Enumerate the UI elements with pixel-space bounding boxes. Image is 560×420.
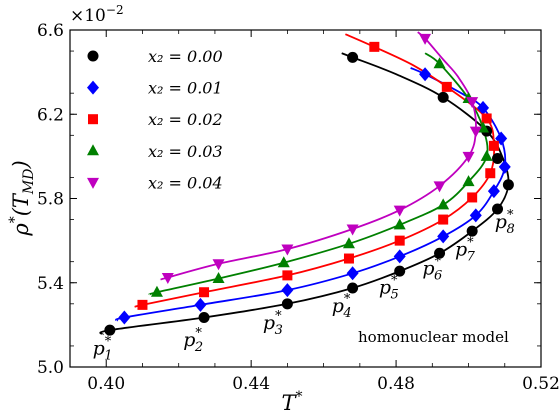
data-point-series-0: [281, 298, 293, 310]
legend-marker-3: [87, 144, 99, 156]
point-label-7: p* 7: [455, 235, 476, 264]
data-point-series-1: [393, 249, 406, 264]
data-point-series-0: [434, 247, 446, 259]
data-point-series-2: [438, 214, 449, 225]
legend-label-0: x₂ = 0.00: [148, 47, 223, 66]
data-point-series-2: [282, 270, 293, 281]
data-point-series-4: [161, 272, 174, 284]
data-point-series-3: [462, 175, 475, 187]
data-point-series-2: [481, 113, 492, 124]
legend-marker-0: [87, 50, 99, 62]
x-tick-label: 0.48: [377, 374, 415, 394]
data-point-series-3: [342, 237, 355, 249]
point-label-1: p* 1: [93, 334, 113, 363]
x-tick-label: 0.44: [232, 374, 270, 394]
data-point-series-3: [433, 57, 446, 69]
point-label-8: p* 8: [495, 208, 515, 237]
series-curve-0: [99, 52, 510, 336]
data-point-series-1: [118, 310, 131, 325]
data-point-series-0: [502, 179, 514, 191]
data-point-series-0: [437, 91, 449, 103]
point-label-3: p* 3: [263, 309, 283, 338]
y-tick-label: 6.2: [37, 105, 64, 125]
y-tick-label: 5.0: [37, 358, 64, 378]
data-point-series-0: [492, 152, 504, 164]
data-point-series-3: [277, 256, 290, 268]
point-label-5: p* 5: [379, 273, 399, 302]
data-point-series-2: [369, 41, 380, 52]
point-label-6: p* 6: [422, 254, 442, 283]
data-point-series-0: [104, 324, 116, 336]
x-tick-label: 0.40: [87, 374, 125, 394]
series-curve-1: [115, 67, 507, 322]
data-point-series-2: [467, 192, 478, 203]
data-point-series-1: [477, 100, 490, 115]
y-tick-label: 5.8: [37, 190, 64, 210]
legend-marker-1: [87, 80, 99, 95]
data-point-series-0: [347, 51, 359, 63]
data-point-series-1: [487, 184, 500, 199]
data-point-series-2: [394, 235, 405, 246]
point-label-4: p* 4: [332, 292, 352, 321]
data-point-series-2: [199, 287, 210, 298]
data-point-series-0: [466, 225, 478, 237]
data-point-series-3: [437, 198, 450, 210]
y-tick-label: 6.6: [37, 21, 64, 41]
data-point-series-0: [347, 282, 359, 294]
point-label-2: p* 2: [183, 326, 203, 355]
legend: x₂ = 0.00 x₂ = 0.01 x₂ = 0.02 x₂ = 0.03 x₂ =…: [87, 47, 223, 192]
axis-ticks: 0.40 0.44 0.48 0.52 5.0 5.4 5.8 6.2 6.6: [37, 21, 560, 394]
data-point-series-1: [346, 266, 359, 281]
data-point-series-0: [492, 203, 504, 215]
legend-label-4: x₂ = 0.04: [148, 173, 223, 192]
data-point-series-4: [281, 244, 294, 256]
data-point-series-4: [212, 259, 225, 271]
data-point-series-0: [394, 265, 406, 277]
data-point-series-3: [150, 285, 163, 297]
legend-label-1: x₂ = 0.01: [148, 79, 223, 98]
y-tick-label: 5.4: [37, 274, 64, 294]
data-point-series-2: [137, 299, 148, 310]
legend-label-2: x₂ = 0.02: [148, 110, 223, 129]
data-point-series-4: [469, 126, 482, 138]
series-curve-4: [159, 31, 477, 281]
data-point-series-3: [212, 272, 225, 284]
data-point-series-3: [480, 149, 493, 161]
point-labels: p* 1 p* 2 p* 3 p* 4 p* 5 p* 6 p* 7 p* 8: [93, 208, 515, 363]
legend-marker-2: [88, 114, 98, 125]
legend-label-3: x₂ = 0.03: [148, 142, 223, 161]
data-point-series-4: [462, 151, 475, 163]
model-annotation: homonuclear model: [358, 328, 509, 346]
data-point-series-1: [498, 159, 511, 174]
data-point-series-4: [466, 97, 479, 109]
data-point-series-1: [419, 67, 432, 82]
data-point-series-1: [194, 297, 207, 312]
data-point-series-1: [437, 229, 450, 244]
data-point-series-2: [441, 81, 452, 92]
data-point-series-0: [198, 312, 210, 324]
data-point-series-2: [485, 168, 496, 179]
data-point-series-4: [346, 224, 359, 236]
data-point-series-4: [433, 181, 446, 193]
data-point-series-1: [469, 208, 482, 223]
y-axis-offset: ×10−2: [70, 3, 124, 26]
data-markers: [104, 33, 514, 336]
y-axis-label: ρ*(TMD): [7, 160, 37, 236]
data-point-series-1: [281, 283, 294, 298]
data-point-series-4: [393, 205, 406, 217]
data-point-series-4: [419, 33, 432, 45]
x-axis-label: T*: [281, 389, 302, 415]
data-point-series-2: [488, 140, 499, 151]
x-tick-label: 0.52: [522, 374, 560, 394]
legend-marker-4: [87, 177, 99, 189]
data-point-series-2: [343, 253, 354, 264]
data-point-series-3: [393, 218, 406, 230]
